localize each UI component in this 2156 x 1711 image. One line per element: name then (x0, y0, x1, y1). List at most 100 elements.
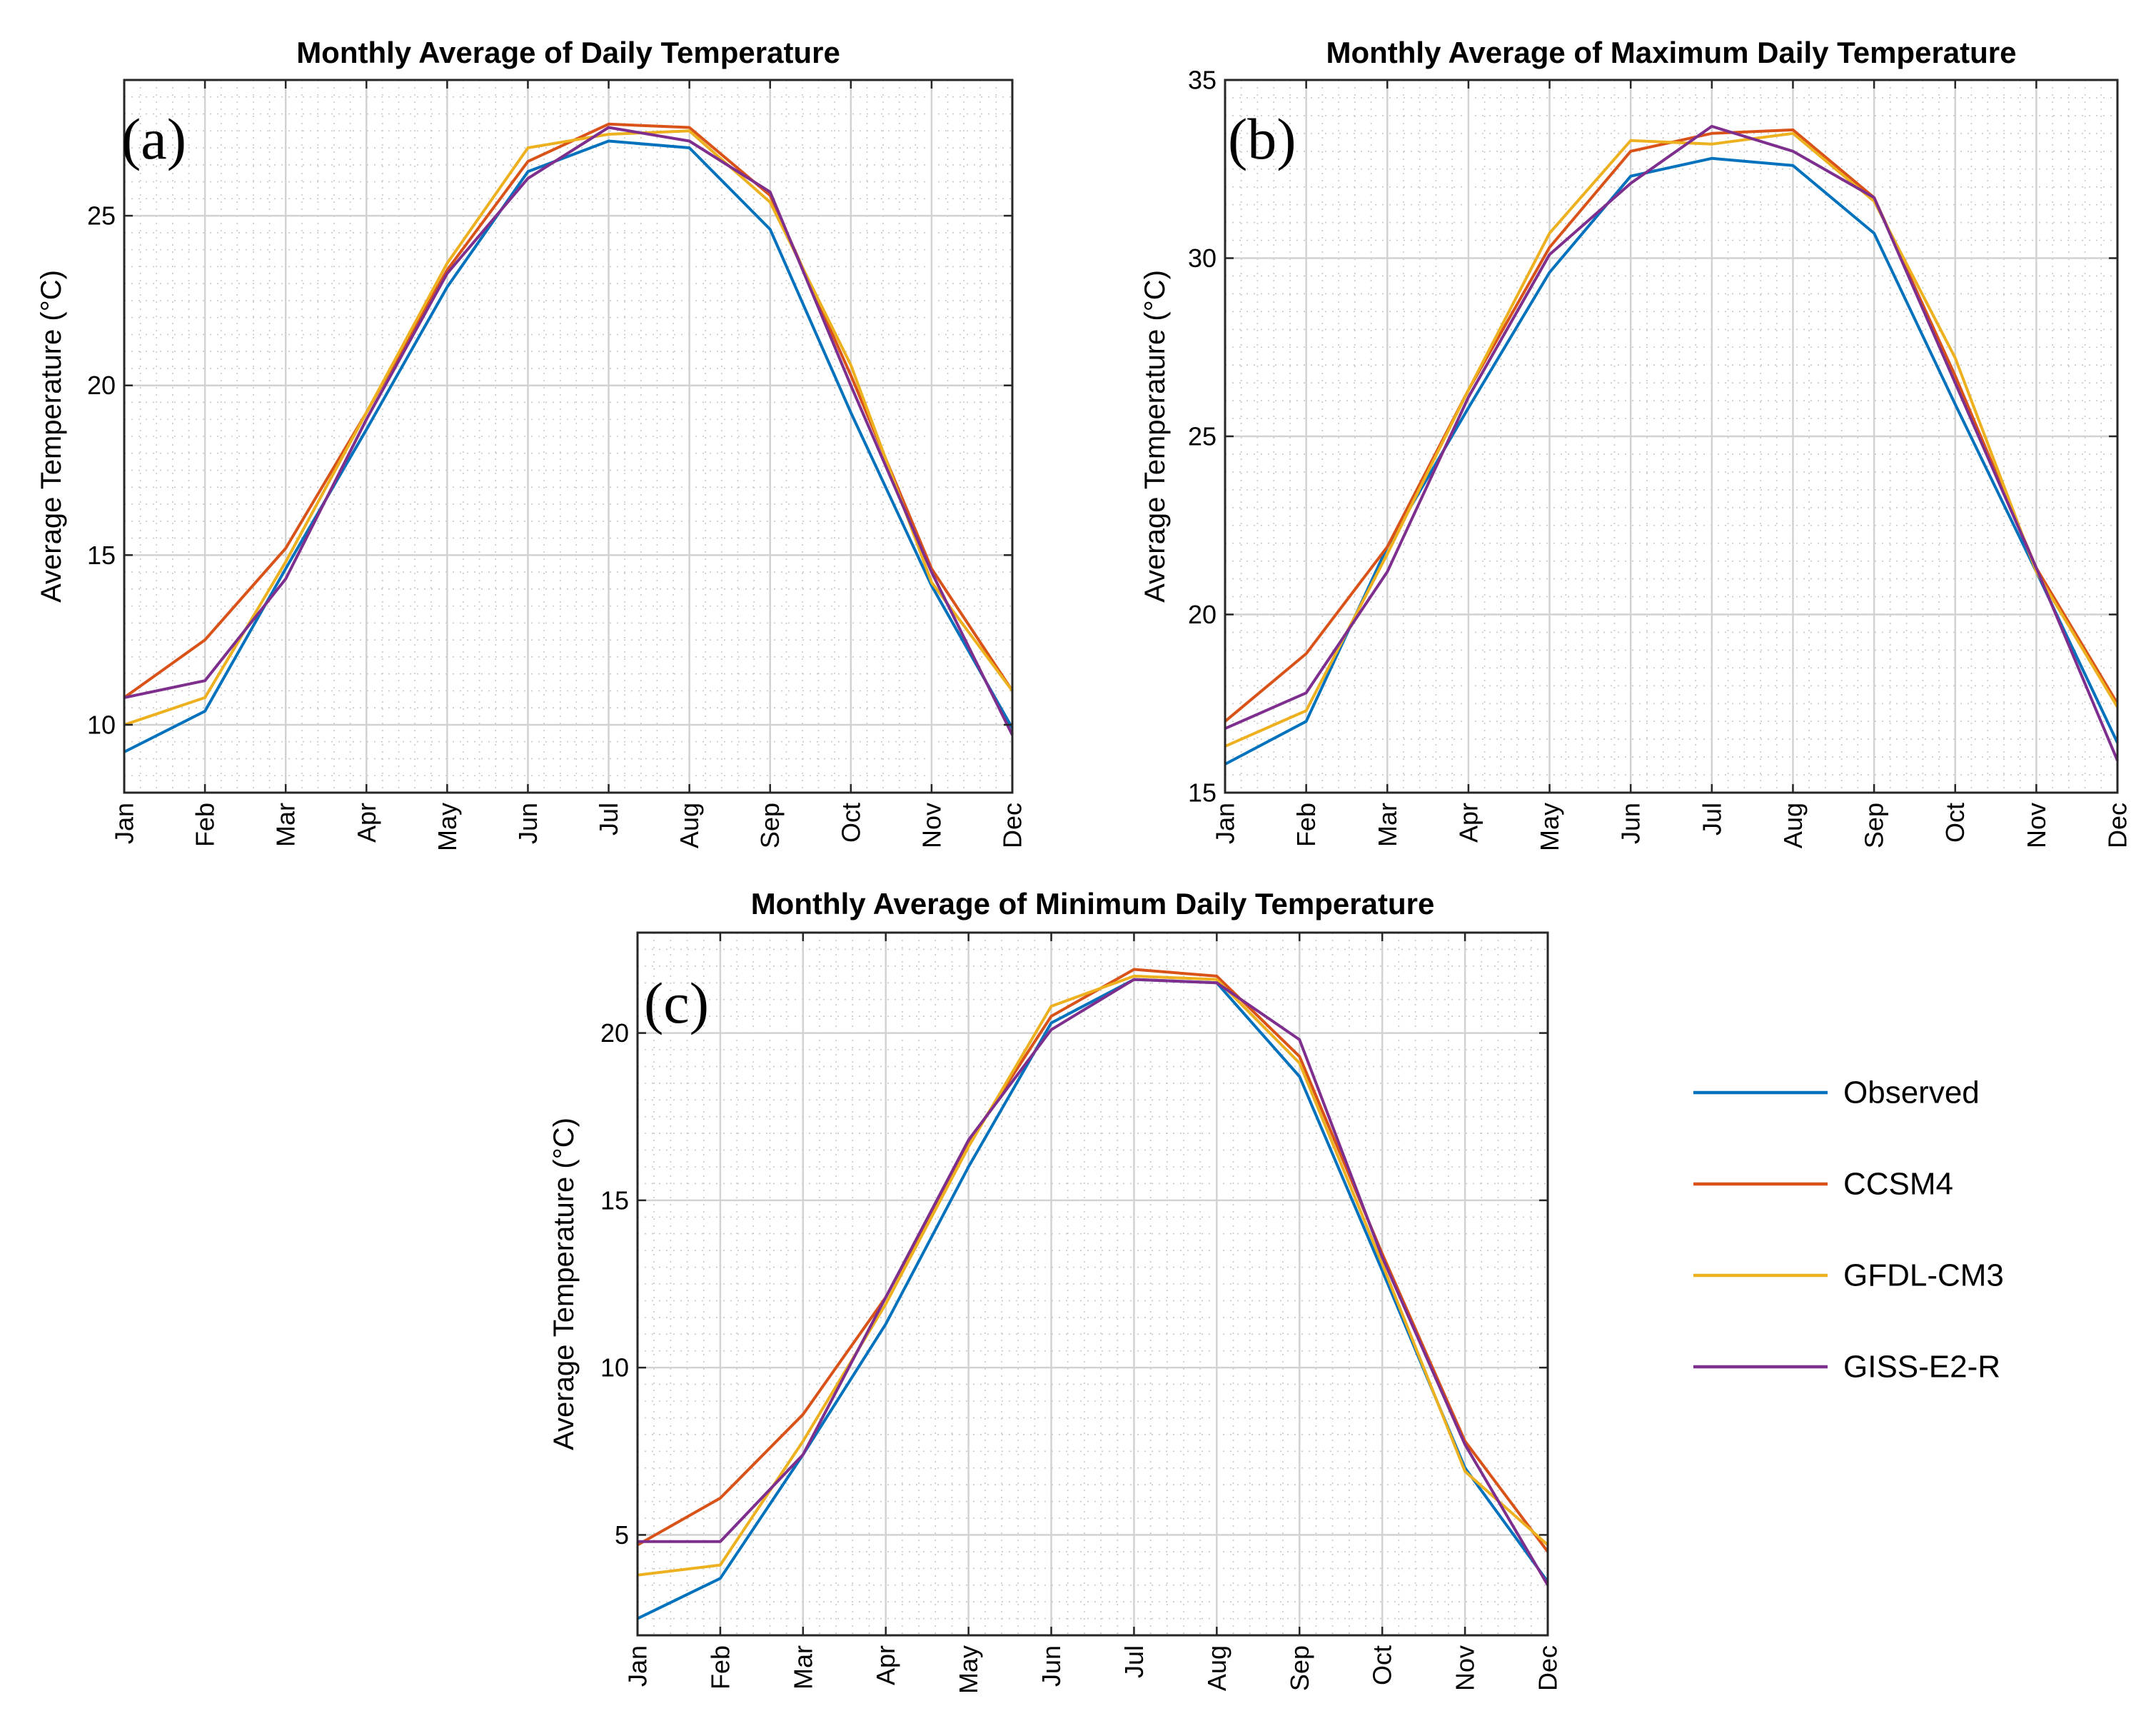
series-line-ccsm4 (123, 122, 1014, 699)
x-tick-label: Sep (1285, 1645, 1314, 1691)
y-axis-label: Average Temperature (°C) (36, 270, 67, 603)
minor-grid (1225, 80, 2117, 793)
x-tick-label: Oct (1368, 1645, 1397, 1685)
x-tick-label: Feb (705, 1645, 735, 1690)
chart-title: Monthly Average of Maximum Daily Tempera… (1326, 36, 2016, 69)
x-tick-label: Dec (2103, 803, 2132, 848)
x-tick-label: May (433, 803, 462, 851)
plot-frame (636, 931, 1549, 1637)
x-tick-label: Jan (110, 803, 139, 844)
x-tick-label: Mar (1373, 803, 1402, 847)
major-grid (124, 80, 1012, 793)
legend-label: GISS-E2-R (1843, 1350, 2000, 1385)
x-tick-label: Dec (998, 803, 1027, 848)
x-tick-labels: Jan Feb Mar Apr May Jun Jul Aug Sep Oct Nov Dec (1211, 803, 2132, 851)
y-tick-label: 15 (1188, 778, 1216, 808)
x-tick-labels: Jan Feb Mar Apr May Jun Jul Aug Sep Oct Nov Dec (623, 1645, 1563, 1694)
y-tick-label: 20 (1188, 600, 1216, 629)
legend-item: Observed (1693, 1075, 1980, 1110)
legend-item: GFDL-CM3 (1693, 1258, 2004, 1293)
legend-label: CCSM4 (1843, 1167, 1953, 1202)
x-tick-label: Feb (1291, 803, 1321, 847)
panel-label: (c) (644, 970, 709, 1035)
series-line-observed (1224, 156, 2119, 766)
x-tick-label: May (954, 1645, 983, 1694)
x-tick-label: Jan (1211, 803, 1240, 844)
x-tick-label: Apr (352, 803, 381, 843)
y-axis-label: Average Temperature (°C) (548, 1118, 580, 1450)
x-tick-label: Nov (1451, 1645, 1480, 1691)
x-tick-label: Dec (1533, 1645, 1563, 1691)
series-line-giss-e2-r (638, 978, 1549, 1586)
x-tick-label: Nov (917, 803, 946, 848)
chart-title: Monthly Average of Daily Temperature (296, 36, 840, 69)
series-line-giss-e2-r (1224, 124, 2119, 761)
x-tick-label: Aug (1778, 803, 1808, 848)
y-tick-label: 20 (600, 1018, 629, 1048)
axis-ticks (1224, 79, 2119, 794)
x-tick-label: Aug (1202, 1645, 1231, 1691)
x-tick-label: Mar (271, 803, 301, 847)
y-tick-label: 10 (87, 710, 116, 739)
panel-label: (a) (121, 106, 186, 171)
y-tick-label: 10 (600, 1353, 629, 1383)
y-tick-labels: 10 15 20 25 (87, 201, 116, 740)
y-tick-label: 20 (87, 371, 116, 400)
chart-title: Monthly Average of Minimum Daily Tempera… (751, 887, 1435, 920)
panel-label: (b) (1228, 106, 1296, 171)
x-tick-label: Aug (675, 803, 704, 848)
x-tick-label: Sep (755, 803, 785, 848)
minor-grid (638, 933, 1548, 1636)
y-tick-label: 15 (87, 541, 116, 570)
series-line-gfdl-cm3 (637, 974, 1549, 1577)
x-tick-label: Apr (871, 1645, 900, 1685)
plot-frame (123, 79, 1014, 794)
x-tick-label: Jul (1697, 803, 1726, 836)
legend-item: GISS-E2-R (1693, 1350, 2000, 1385)
chart-panel-a: Jan Feb Mar Apr May Jun Jul Aug Sep Oct Nov Dec 10 15… (36, 36, 1027, 851)
axis-ticks (123, 80, 1014, 793)
series-lines (637, 968, 1549, 1620)
x-tick-label: Nov (2022, 803, 2051, 848)
series-line-ccsm4 (637, 968, 1549, 1553)
y-axis-label: Average Temperature (°C) (1139, 270, 1171, 603)
series-line-gfdl-cm3 (124, 129, 1014, 726)
x-tick-label: Mar (788, 1645, 817, 1690)
x-tick-label: Jun (1037, 1645, 1066, 1687)
x-tick-label: Jun (1616, 803, 1646, 844)
x-tick-label: Feb (191, 803, 220, 847)
x-tick-labels: Jan Feb Mar Apr May Jun Jul Aug Sep Oct Nov Dec (110, 803, 1027, 851)
y-tick-labels: 15 20 25 30 35 (1188, 66, 1216, 808)
axis-ticks (636, 933, 1549, 1635)
series-line-observed (637, 978, 1549, 1620)
legend: Observed CCSM4 GFDL-CM3 GISS-E2-R (1693, 1075, 2004, 1385)
series-lines (123, 122, 1014, 753)
y-tick-label: 15 (600, 1185, 629, 1215)
x-tick-label: Oct (836, 803, 865, 843)
legend-label: GFDL-CM3 (1843, 1258, 2004, 1293)
x-tick-label: Oct (1940, 803, 1970, 843)
major-grid (638, 933, 1548, 1635)
x-tick-label: Apr (1454, 803, 1483, 843)
y-tick-label: 25 (1188, 422, 1216, 451)
y-tick-label: 30 (1188, 244, 1216, 273)
x-tick-label: Jun (513, 803, 543, 844)
legend-item: CCSM4 (1693, 1167, 1953, 1202)
x-tick-label: Jul (594, 803, 623, 836)
series-line-giss-e2-r (124, 126, 1014, 736)
chart-panel-c: Jan Feb Mar Apr May Jun Jul Aug Sep Oct Nov Dec 5 10 1… (548, 887, 1563, 1694)
chart-panel-b: Jan Feb Mar Apr May Jun Jul Aug Sep Oct Nov Dec 15 20… (1139, 36, 2132, 851)
y-tick-label: 5 (615, 1520, 629, 1550)
x-tick-label: Jan (623, 1645, 653, 1687)
x-tick-label: Sep (1860, 803, 1889, 848)
legend-label: Observed (1843, 1075, 1980, 1110)
y-tick-labels: 5 10 15 20 (600, 1018, 629, 1550)
series-line-gfdl-cm3 (1224, 131, 2119, 748)
major-grid (1225, 80, 2117, 793)
x-tick-label: May (1535, 803, 1564, 851)
x-tick-label: Jul (1119, 1645, 1149, 1678)
series-line-observed (124, 139, 1014, 753)
minor-grid (124, 80, 1012, 793)
y-tick-label: 35 (1188, 66, 1216, 95)
